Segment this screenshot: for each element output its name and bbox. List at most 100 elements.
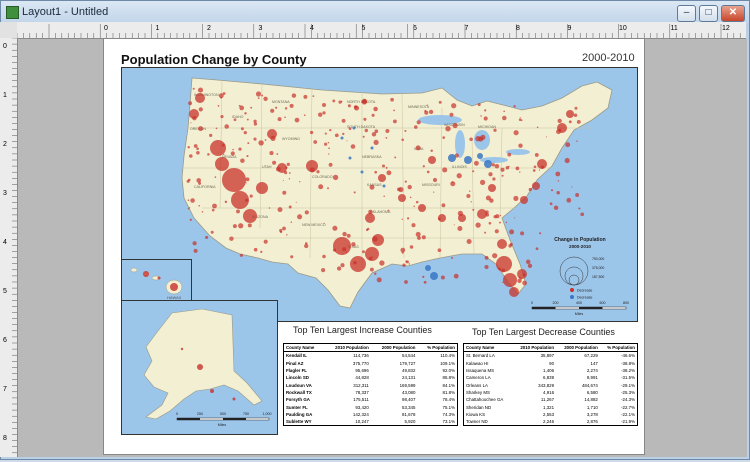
increase-symbol: [505, 221, 508, 224]
increase-symbol: [221, 143, 225, 147]
table-cell: 484,674: [581, 382, 598, 388]
increase-symbol: [405, 260, 408, 263]
increase-symbol: [342, 231, 347, 237]
increase-symbol: [442, 167, 448, 173]
table-cell: Kiowa KS: [466, 411, 486, 417]
state-label: WYOMING: [282, 137, 300, 141]
increase-symbol: [318, 184, 324, 190]
increase-symbol: [488, 172, 493, 177]
increase-symbol: [196, 151, 200, 155]
table-row: Rockwall TX 78,337 43,080 81.8%: [284, 389, 458, 396]
increase-symbol: [253, 247, 258, 252]
increase-symbol: [470, 201, 472, 203]
increase-symbol: [192, 241, 197, 246]
table-row: Flagler FL 95,696 49,832 92.0%: [284, 367, 458, 374]
increase-symbol: [362, 135, 365, 138]
table-cell: 6,839: [543, 375, 555, 381]
increase-symbol: [525, 259, 531, 265]
legend-circle-small: [568, 274, 580, 286]
increase-symbol: [210, 140, 226, 156]
increase-symbol: [239, 253, 244, 257]
increase-symbol: [255, 91, 262, 97]
increase-symbol: [385, 166, 388, 169]
decrease-symbol: [484, 160, 492, 168]
increase-symbol: [426, 170, 430, 174]
table-cell: -38.2%: [621, 368, 635, 374]
alaska-inset-map[interactable]: 0 250 500 750 1,000 Miles: [121, 300, 278, 435]
legend-size-label: 375,000: [592, 266, 604, 270]
decrease-symbol: [360, 170, 364, 174]
table-cell: Kendall IL: [286, 353, 307, 359]
legend-title: Change in Population: [554, 237, 605, 243]
maximize-button[interactable]: □: [699, 5, 718, 22]
increase-symbol: [556, 190, 560, 195]
vertical-ruler[interactable]: 0 1 2 3 4 5 6 7 8: [0, 37, 18, 457]
increase-symbol: [503, 273, 517, 287]
us-map-graphic: WASHINGTON OREGON CALIFORNIA NEVADA IDAH…: [181, 77, 629, 316]
table-cell: 81.8%: [442, 389, 455, 395]
increase-symbol: [475, 222, 481, 228]
horizontal-ruler[interactable]: 0 1 2 3 4 5 6 7 8 9 10 11 12: [16, 22, 746, 39]
table-cell: 95,696: [355, 368, 369, 374]
increase-symbol: [341, 247, 347, 252]
increase-symbol: [538, 169, 541, 171]
increase-symbol: [288, 172, 291, 174]
increase-symbol: [385, 136, 388, 139]
increase-symbol: [268, 207, 271, 209]
increase-symbol: [539, 232, 542, 235]
increase-symbol: [215, 127, 218, 130]
table-cell: 142,324: [352, 411, 369, 417]
title-bar[interactable]: Layout1 - Untitled – □ ✕: [1, 1, 749, 23]
increase-symbol: [272, 160, 277, 165]
increase-symbol: [258, 140, 264, 146]
increase-symbol: [518, 143, 523, 148]
increase-symbol: [401, 138, 404, 142]
increase-symbol: [413, 205, 415, 207]
increase-symbol: [369, 184, 375, 190]
increase-symbol: [284, 107, 288, 110]
increase-symbol: [353, 105, 358, 109]
table-cell: 375,770: [352, 360, 369, 366]
table-row: Sublette WY 10,247 5,920 73.1%: [284, 418, 458, 426]
increase-symbol: [466, 193, 471, 199]
increase-symbol: [493, 215, 497, 219]
increase-symbol: [438, 217, 441, 221]
table-cell: 3,278: [586, 411, 598, 417]
scale-unit: Miles: [575, 312, 584, 316]
conterminous-us-map[interactable]: WASHINGTON OREGON CALIFORNIA NEVADA IDAH…: [121, 67, 638, 322]
increase-symbol: [362, 250, 365, 254]
increase-symbol: [363, 117, 367, 121]
table-row: Lincoln SD 44,828 24,131 85.8%: [284, 374, 458, 381]
table-cell: 11,267: [540, 397, 555, 403]
close-button[interactable]: ✕: [721, 5, 745, 22]
increase-symbol: [313, 140, 318, 144]
increase-symbol: [440, 275, 445, 280]
increase-symbol: [332, 225, 338, 231]
increase-symbol: [306, 160, 318, 172]
table-row: Kalawao HI 90 147 -38.8%: [464, 360, 638, 367]
increase-symbol: [477, 103, 481, 107]
increase-symbol: [520, 119, 523, 122]
map-legend: Change in Population 2000-2010 750,000 3…: [554, 237, 605, 300]
state-label: OKLAHOMA: [370, 210, 391, 214]
increase-symbol: [452, 122, 458, 129]
increase-symbol: [365, 228, 369, 232]
increase-symbol: [190, 198, 195, 203]
table-cell: 90: [549, 360, 555, 366]
increase-symbol: [514, 217, 516, 219]
increase-symbol: [513, 130, 519, 136]
state-label: MINNESOTA: [408, 105, 430, 109]
ruler-label: 8: [516, 25, 520, 32]
increase-symbol: [288, 205, 292, 209]
increase-symbol: [214, 176, 217, 178]
minimize-button[interactable]: –: [677, 5, 696, 22]
increase-symbol: [390, 97, 394, 102]
increase-symbol: [378, 174, 386, 182]
increase-symbol: [256, 182, 268, 194]
table-cell: 53,345: [402, 404, 416, 410]
hawaii-inset-map[interactable]: HAWAII: [121, 259, 192, 302]
increase-symbol: [263, 239, 268, 244]
table-cell: 14,882: [584, 397, 598, 403]
increase-symbol: [502, 281, 504, 284]
table-row: Sharkey MS 4,916 6,580 -25.3%: [464, 389, 638, 396]
